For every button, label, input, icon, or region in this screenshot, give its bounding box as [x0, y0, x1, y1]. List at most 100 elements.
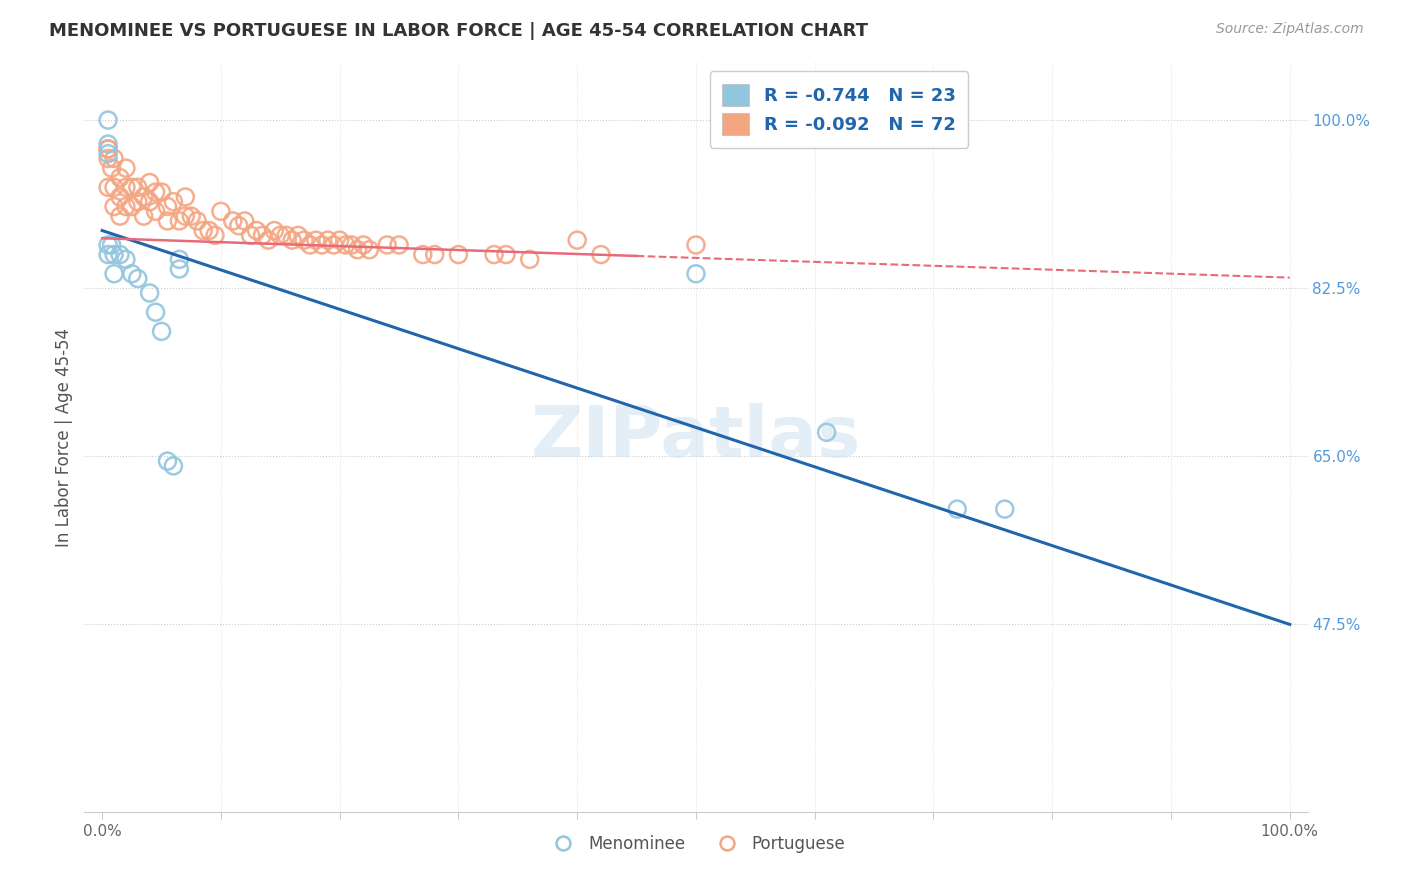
Point	[191, 223, 214, 237]
Point	[359, 243, 381, 257]
Point	[169, 262, 191, 277]
Point	[263, 223, 285, 237]
Point	[97, 152, 120, 166]
Point	[162, 194, 184, 209]
Point	[946, 502, 969, 516]
Point	[115, 252, 138, 267]
Point	[388, 238, 411, 252]
Point	[169, 214, 191, 228]
Point	[103, 247, 125, 261]
Point	[97, 180, 120, 194]
Point	[316, 233, 339, 247]
Point	[685, 267, 707, 281]
Point	[132, 190, 155, 204]
Point	[447, 247, 470, 261]
Point	[145, 185, 167, 199]
Point	[209, 204, 232, 219]
Point	[97, 247, 120, 261]
Point	[174, 209, 197, 223]
Point	[121, 180, 143, 194]
Point	[127, 271, 149, 285]
Point	[115, 161, 138, 175]
Point	[145, 204, 167, 219]
Point	[233, 214, 256, 228]
Point	[412, 247, 434, 261]
Point	[138, 194, 160, 209]
Point	[100, 238, 122, 252]
Point	[305, 233, 328, 247]
Point	[100, 161, 122, 175]
Point	[482, 247, 505, 261]
Point	[115, 180, 138, 194]
Point	[150, 185, 173, 199]
Point	[252, 228, 274, 243]
Point	[257, 233, 280, 247]
Point	[97, 146, 120, 161]
Point	[97, 142, 120, 156]
Point	[228, 219, 250, 233]
Point	[495, 247, 517, 261]
Point	[287, 228, 309, 243]
Point	[180, 209, 202, 223]
Point	[276, 228, 298, 243]
Legend: Menominee, Portuguese: Menominee, Portuguese	[540, 829, 852, 860]
Point	[121, 200, 143, 214]
Point	[375, 238, 398, 252]
Point	[329, 233, 352, 247]
Point	[567, 233, 589, 247]
Point	[423, 247, 446, 261]
Point	[346, 243, 368, 257]
Point	[222, 214, 245, 228]
Point	[97, 137, 120, 152]
Point	[150, 325, 173, 339]
Point	[204, 228, 226, 243]
Point	[121, 267, 143, 281]
Point	[519, 252, 541, 267]
Point	[815, 425, 838, 440]
Point	[352, 238, 374, 252]
Point	[269, 228, 291, 243]
Point	[298, 238, 321, 252]
Point	[138, 176, 160, 190]
Point	[162, 458, 184, 473]
Point	[103, 267, 125, 281]
Point	[174, 190, 197, 204]
Point	[239, 228, 262, 243]
Text: ZIPatlas: ZIPatlas	[531, 402, 860, 472]
Point	[97, 238, 120, 252]
Point	[685, 238, 707, 252]
Point	[108, 170, 131, 185]
Point	[145, 305, 167, 319]
Point	[115, 200, 138, 214]
Point	[281, 233, 304, 247]
Point	[127, 194, 149, 209]
Point	[138, 285, 160, 300]
Point	[127, 180, 149, 194]
Text: MENOMINEE VS PORTUGUESE IN LABOR FORCE | AGE 45-54 CORRELATION CHART: MENOMINEE VS PORTUGUESE IN LABOR FORCE |…	[49, 22, 869, 40]
Point	[186, 214, 208, 228]
Point	[156, 214, 179, 228]
Point	[108, 190, 131, 204]
Point	[994, 502, 1017, 516]
Point	[108, 209, 131, 223]
Point	[103, 180, 125, 194]
Point	[335, 238, 357, 252]
Point	[132, 209, 155, 223]
Point	[156, 200, 179, 214]
Point	[108, 247, 131, 261]
Point	[103, 200, 125, 214]
Point	[97, 142, 120, 156]
Point	[103, 152, 125, 166]
Text: Source: ZipAtlas.com: Source: ZipAtlas.com	[1216, 22, 1364, 37]
Point	[322, 238, 344, 252]
Point	[198, 223, 221, 237]
Point	[245, 223, 267, 237]
Point	[292, 233, 315, 247]
Point	[156, 454, 179, 468]
Point	[589, 247, 612, 261]
Point	[97, 113, 120, 128]
Point	[169, 252, 191, 267]
Y-axis label: In Labor Force | Age 45-54: In Labor Force | Age 45-54	[55, 327, 73, 547]
Point	[311, 238, 333, 252]
Point	[340, 238, 363, 252]
